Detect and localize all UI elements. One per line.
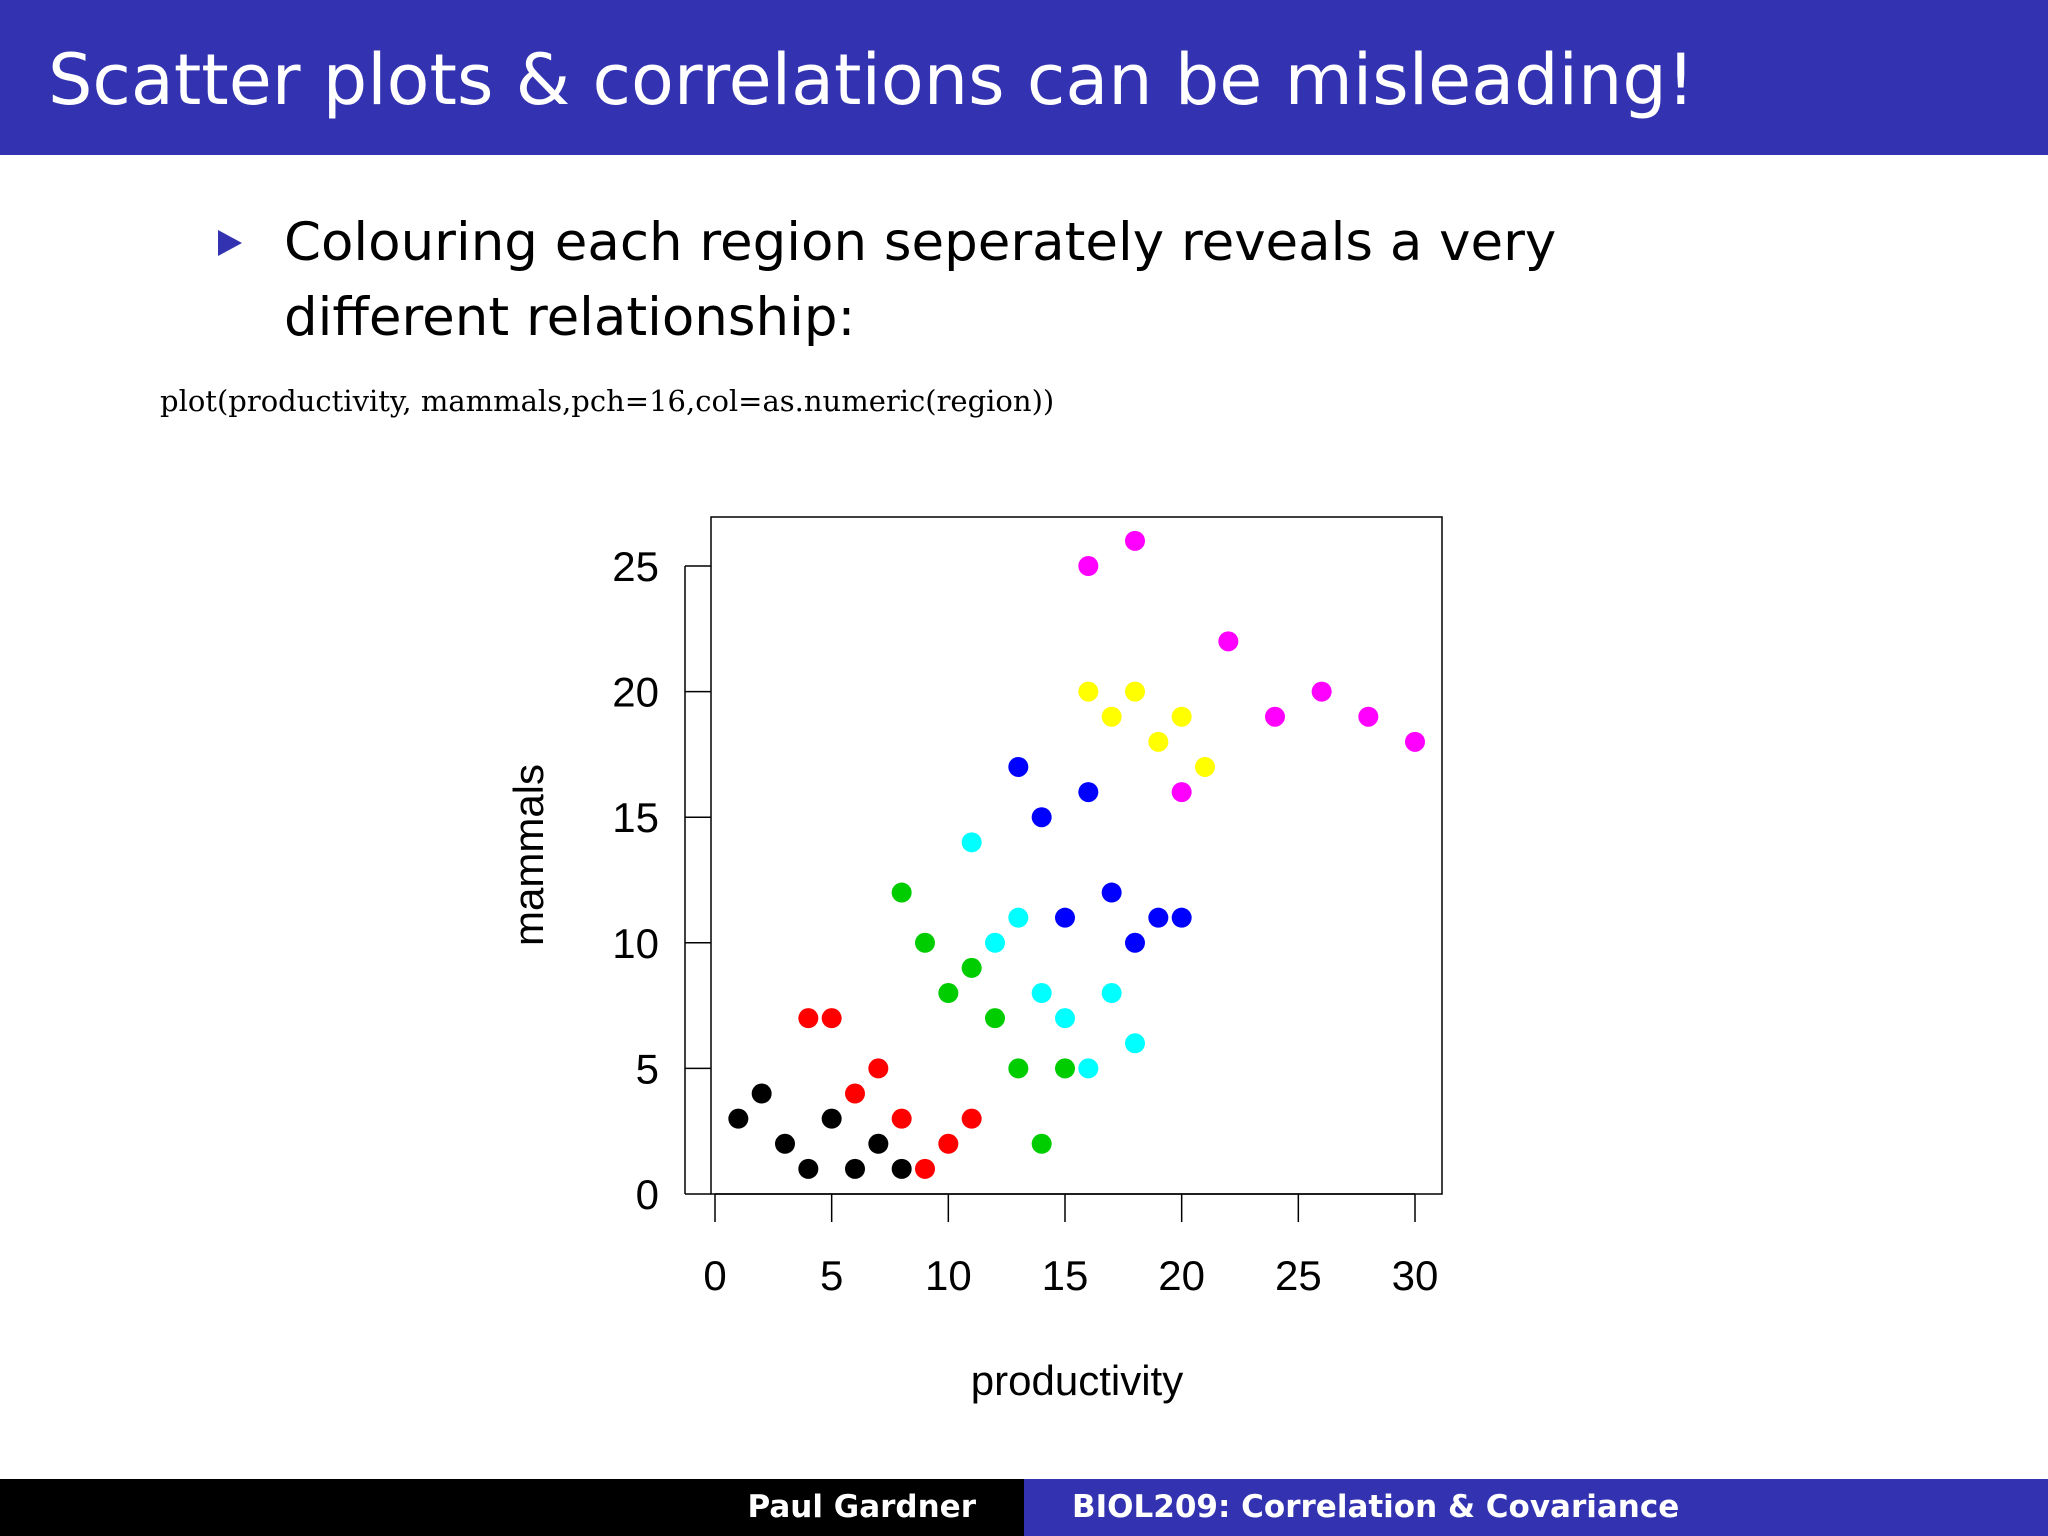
y-ticks: 0 5 10 15 20 25 xyxy=(612,543,711,1218)
slide-footer: Paul Gardner BIOL209: Correlation & Cova… xyxy=(0,1479,2048,1536)
data-point xyxy=(1171,907,1192,928)
data-point xyxy=(1031,983,1052,1004)
data-point xyxy=(1031,1133,1052,1154)
data-point xyxy=(1405,731,1425,752)
data-point xyxy=(915,932,935,953)
r-code-snippet: plot(productivity, mammals,pch=16,col=as… xyxy=(160,384,1055,418)
data-point xyxy=(1055,1058,1075,1079)
data-point xyxy=(1078,681,1099,702)
data-point xyxy=(961,832,982,853)
data-point xyxy=(798,1008,819,1029)
data-point xyxy=(1218,631,1239,652)
y-tick-label: 5 xyxy=(636,1045,659,1092)
data-point xyxy=(1055,907,1075,928)
data-point xyxy=(1125,932,1145,953)
bullet-triangle-icon xyxy=(218,230,242,256)
data-point xyxy=(798,1158,819,1179)
data-point xyxy=(1265,706,1285,727)
data-point xyxy=(1101,706,1122,727)
data-point xyxy=(938,983,959,1004)
y-axis-label: mammals xyxy=(505,764,552,946)
data-point xyxy=(1148,731,1169,752)
bullet-text: Colouring each region seperately reveals… xyxy=(284,212,1557,348)
data-point xyxy=(821,1108,842,1129)
x-tick-label: 5 xyxy=(820,1252,843,1299)
data-point xyxy=(821,1008,842,1029)
data-point xyxy=(1125,681,1145,702)
data-point xyxy=(961,1108,982,1129)
x-tick-label: 30 xyxy=(1392,1252,1439,1299)
x-axis-label: productivity xyxy=(971,1357,1183,1404)
data-point xyxy=(1008,756,1029,777)
footer-author: Paul Gardner xyxy=(747,1489,976,1525)
x-tick-label: 10 xyxy=(925,1252,972,1299)
footer-author-panel: Paul Gardner xyxy=(0,1479,1024,1536)
y-tick-label: 15 xyxy=(612,794,659,841)
data-point xyxy=(1008,907,1029,928)
data-point xyxy=(1031,807,1052,828)
slide-header: Scatter plots & correlations can be misl… xyxy=(0,0,2048,155)
footer-course: BIOL209: Correlation & Covariance xyxy=(1072,1489,1680,1525)
x-tick-label: 15 xyxy=(1042,1252,1089,1299)
data-point xyxy=(985,1008,1005,1029)
plot-frame xyxy=(710,516,1443,1195)
x-ticks: 0 5 10 15 20 25 30 xyxy=(703,1194,1438,1299)
data-point xyxy=(1101,983,1122,1004)
data-point xyxy=(1078,556,1099,576)
data-point xyxy=(938,1133,959,1154)
footer-course-panel: BIOL209: Correlation & Covariance xyxy=(1024,1479,2048,1536)
data-point xyxy=(985,932,1005,953)
data-point xyxy=(845,1083,865,1104)
data-point xyxy=(751,1083,772,1104)
y-tick-label: 20 xyxy=(612,669,659,716)
data-point xyxy=(891,1108,912,1129)
data-point xyxy=(1008,1058,1029,1079)
data-point xyxy=(845,1158,865,1179)
slide-title: Scatter plots & correlations can be misl… xyxy=(48,39,1695,121)
data-point xyxy=(728,1108,749,1129)
data-point xyxy=(868,1133,889,1154)
x-tick-label: 20 xyxy=(1158,1252,1205,1299)
y-tick-label: 0 xyxy=(636,1171,659,1218)
data-point xyxy=(1078,1058,1099,1079)
data-point xyxy=(1125,530,1145,551)
y-tick-label: 25 xyxy=(612,543,659,590)
data-point xyxy=(775,1133,795,1154)
data-point xyxy=(1195,756,1215,777)
data-point xyxy=(1358,706,1379,727)
data-point xyxy=(891,1158,912,1179)
data-point xyxy=(915,1158,935,1179)
data-point xyxy=(1101,882,1122,903)
data-point xyxy=(868,1058,889,1079)
data-point xyxy=(1148,907,1169,928)
data-point xyxy=(1078,782,1099,803)
y-tick-label: 10 xyxy=(612,920,659,967)
data-point xyxy=(1171,782,1192,803)
x-tick-label: 0 xyxy=(703,1252,726,1299)
data-point xyxy=(1311,681,1332,702)
x-tick-label: 25 xyxy=(1275,1252,1322,1299)
data-point xyxy=(1055,1008,1075,1029)
data-point xyxy=(1171,706,1192,727)
data-points xyxy=(728,530,1425,1179)
data-point xyxy=(961,957,982,978)
data-point xyxy=(891,882,912,903)
data-point xyxy=(1125,1033,1145,1054)
